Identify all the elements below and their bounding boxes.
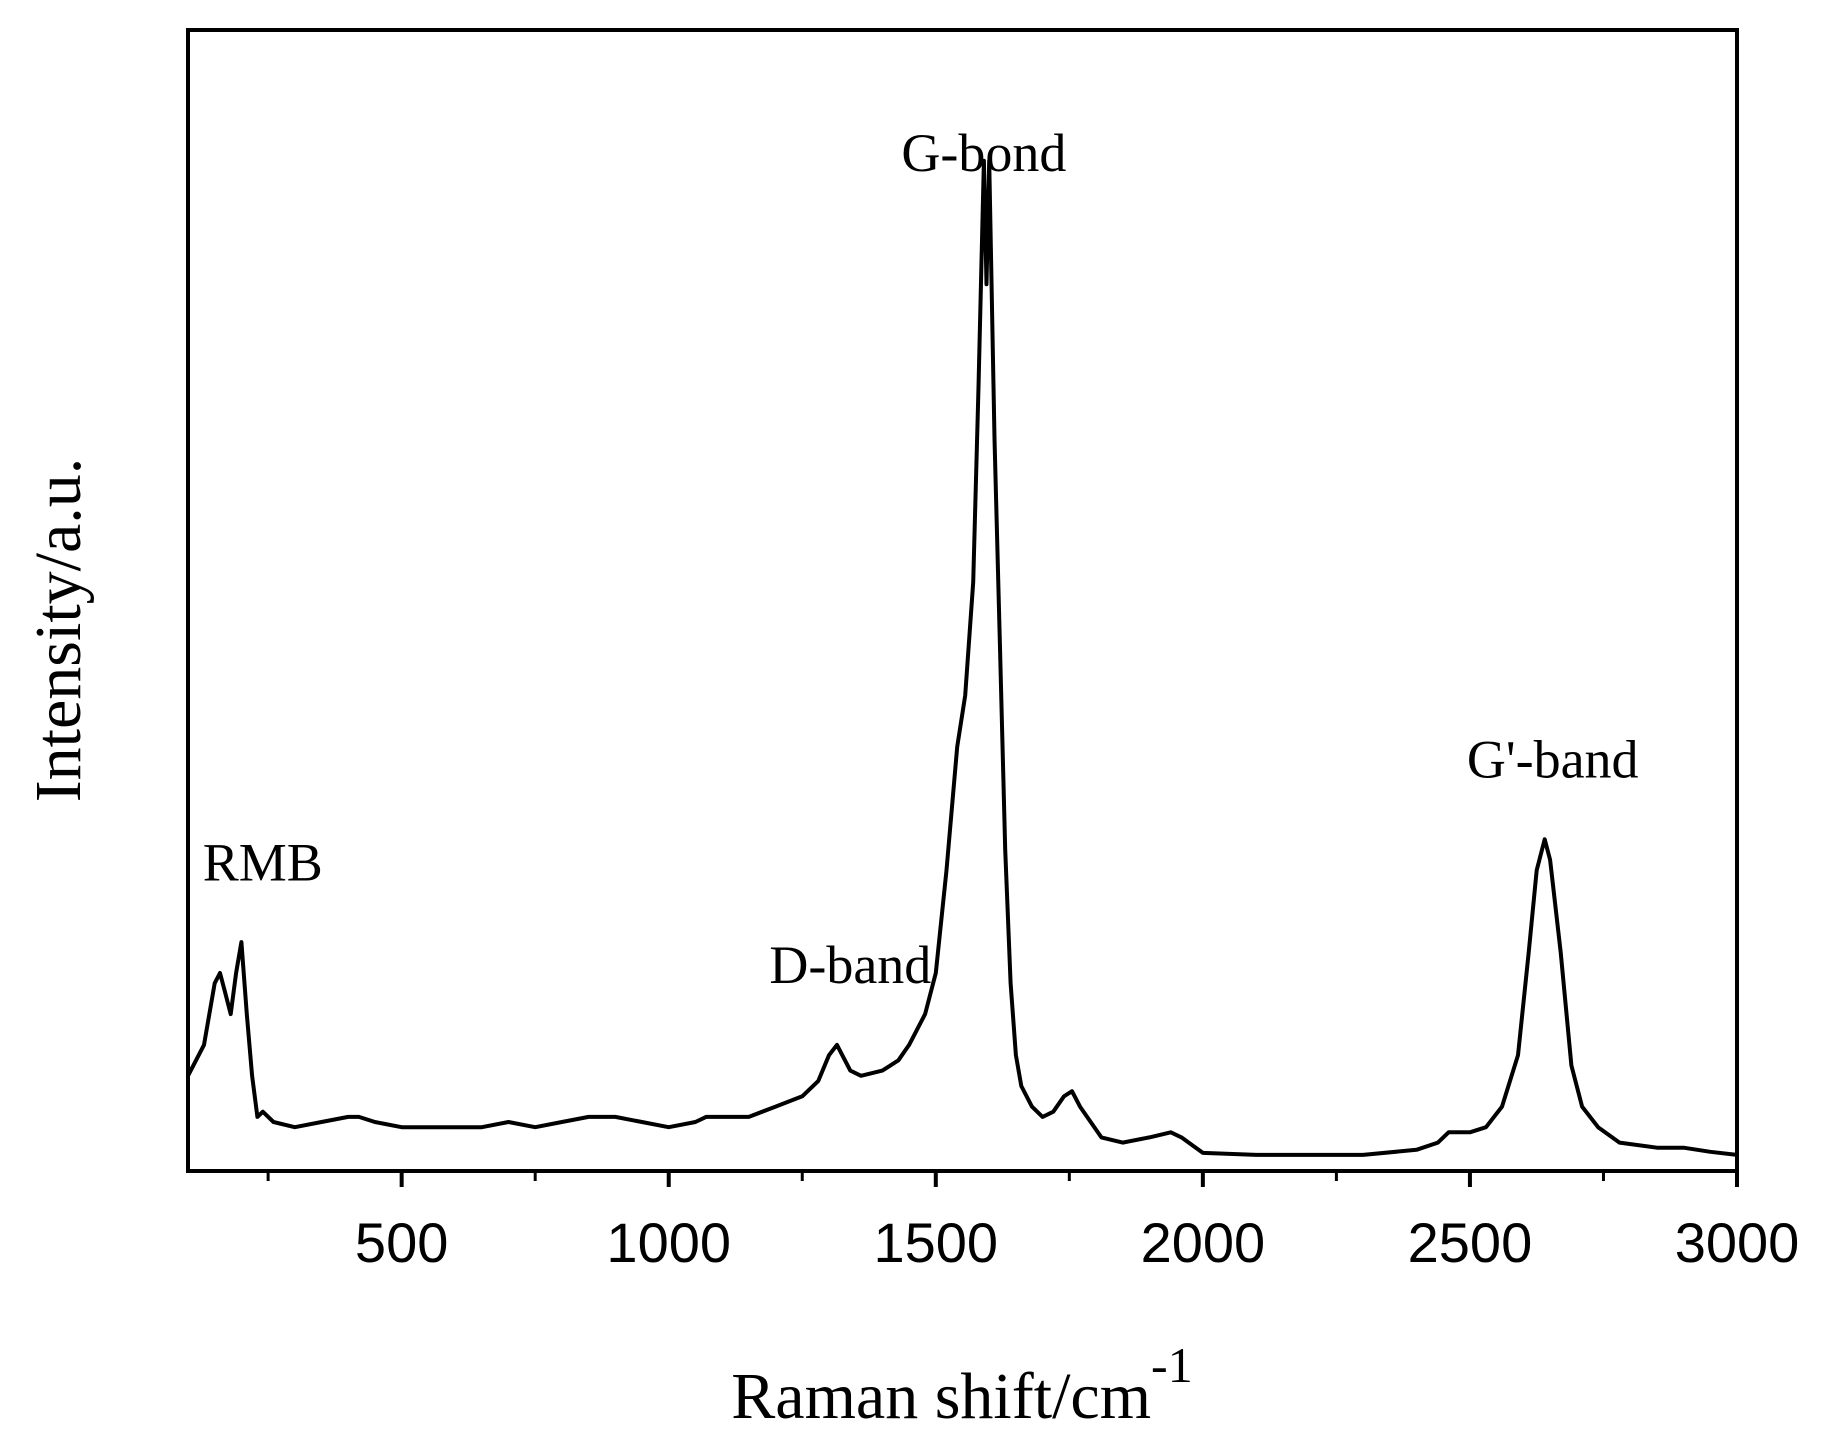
- peak-annotations: RMB D-band G-bond G'-band: [203, 123, 1639, 995]
- plot-frame: [186, 28, 1739, 1173]
- x-axis-title: Raman shift/cm-1: [731, 1337, 1192, 1433]
- x-tick-label: 2500: [1408, 1211, 1533, 1274]
- x-axis-title-text: Raman shift/cm: [731, 1360, 1151, 1433]
- plot-area: [186, 28, 1739, 1187]
- peak-annotation: RMB: [203, 832, 323, 892]
- spectrum-line: [186, 158, 1738, 1157]
- x-tick-labels: 500 1000 1500 2000 2500 3000: [355, 1211, 1799, 1274]
- peak-annotation: D-band: [769, 935, 931, 995]
- x-major-ticks: [399, 1171, 1739, 1187]
- x-tick-label: 500: [355, 1211, 448, 1274]
- x-tick-label: 3000: [1675, 1211, 1800, 1274]
- x-axis-title-superscript: -1: [1151, 1337, 1193, 1393]
- x-tick-label: 1000: [606, 1211, 731, 1274]
- x-tick-label: 2000: [1141, 1211, 1266, 1274]
- x-minor-ticks: [266, 1171, 1605, 1181]
- x-tick-label: 1500: [874, 1211, 999, 1274]
- y-axis-title: Intensity/a.u.: [22, 458, 95, 803]
- peak-annotation: G-bond: [901, 123, 1066, 183]
- peak-annotation: G'-band: [1467, 730, 1639, 790]
